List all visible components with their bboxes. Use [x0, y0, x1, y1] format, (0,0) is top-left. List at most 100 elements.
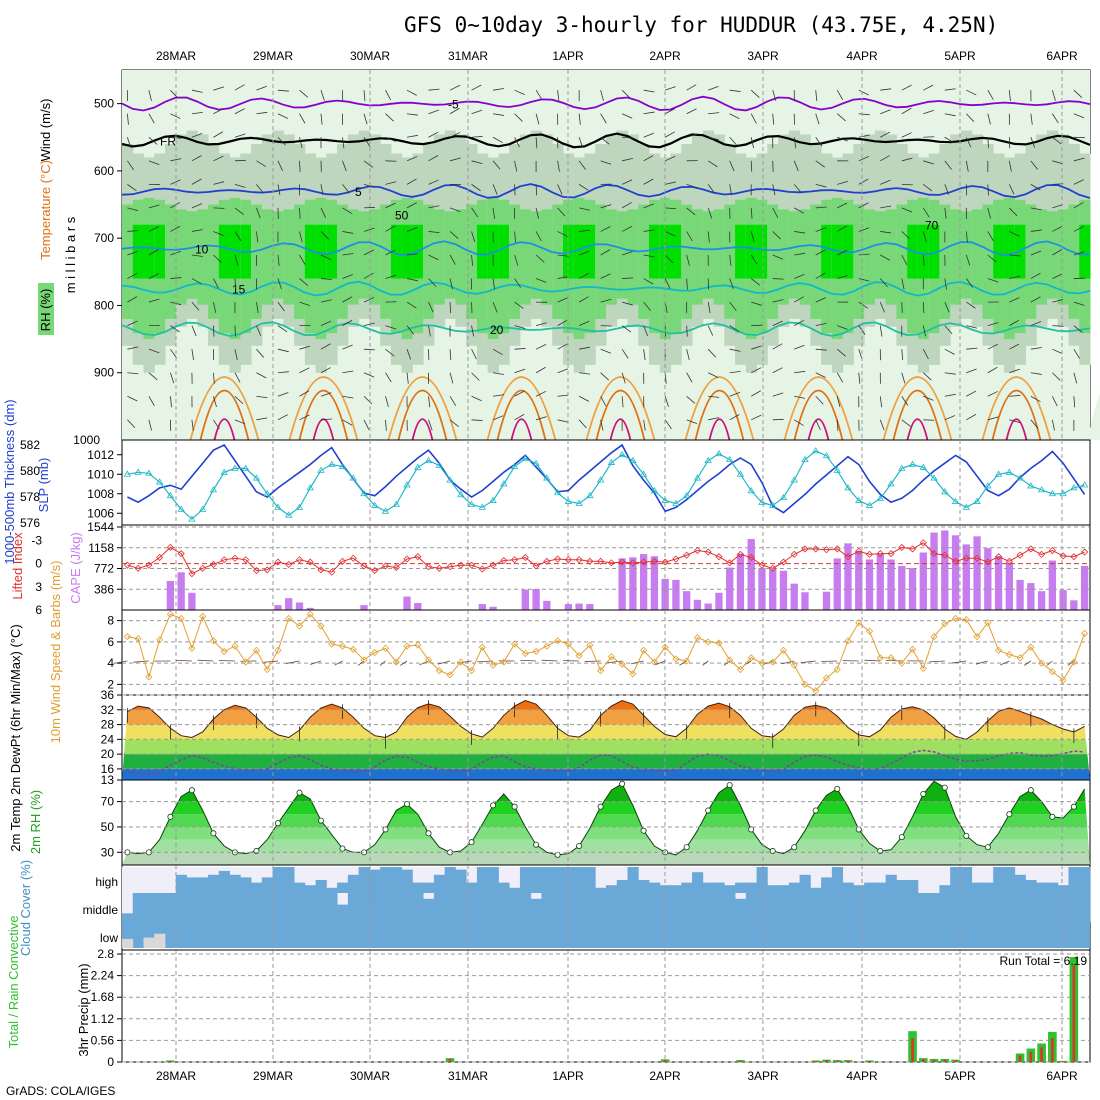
date-labels: 28MAR 28MAR 29MAR 29MAR 30MAR 30MAR 31MAR 31MAR…	[156, 49, 1078, 1083]
wind-speed-point	[274, 646, 282, 654]
wind-barb	[385, 181, 397, 185]
wind-barb	[363, 372, 375, 378]
wind-speed-point	[618, 660, 626, 668]
wind-barb	[579, 207, 590, 211]
wind-barb	[707, 184, 715, 194]
lifted-index-point	[252, 567, 261, 575]
wind-speed-point	[252, 646, 261, 654]
wind-barb	[836, 372, 844, 383]
wind-barb	[837, 249, 848, 256]
cloud-cell	[810, 893, 822, 922]
wind-barb	[901, 254, 908, 265]
wind-barb	[148, 90, 152, 101]
cloud-cell	[1003, 867, 1016, 893]
wind-barb	[1073, 226, 1084, 232]
lifted-index-point	[833, 545, 841, 553]
temperature-band	[122, 754, 1090, 769]
wind-barb	[385, 274, 397, 279]
wind-barb	[1009, 319, 1020, 326]
lifted-index-point	[865, 550, 874, 558]
wind-barb	[621, 348, 629, 359]
wind-barb	[836, 348, 846, 357]
slp-point	[392, 500, 400, 507]
cloud-cell	[950, 893, 962, 922]
slp-point	[510, 462, 519, 469]
wind-barb	[750, 113, 757, 124]
rh-point	[576, 842, 583, 849]
cloud-cell	[1003, 893, 1016, 922]
slp-point	[435, 461, 443, 468]
wind-barb	[600, 226, 611, 232]
wind-barb	[750, 137, 755, 149]
cloud-cell	[401, 869, 413, 893]
wind-speed-point	[371, 648, 379, 657]
lifted-index-point	[758, 561, 766, 569]
slp-point	[403, 481, 411, 488]
wind-barb	[664, 231, 676, 237]
wind-barb	[815, 206, 827, 209]
y-tick-label: 6	[107, 635, 114, 649]
slp-point	[790, 476, 798, 483]
lifted-index-point	[575, 556, 583, 564]
cape-bar	[726, 567, 734, 610]
rh-dry-patch	[493, 372, 550, 440]
wind-barb	[127, 160, 134, 171]
cloud-cell	[122, 938, 134, 948]
cape-bar	[295, 602, 304, 610]
wind-barb	[133, 660, 149, 663]
cloud-cell	[1046, 882, 1059, 893]
wind-barb	[858, 372, 861, 384]
wind-barb	[1009, 254, 1021, 257]
wind-barb	[664, 131, 675, 138]
wind-barb	[299, 207, 301, 219]
wind-barb	[901, 107, 912, 115]
wind-panel-frame	[121, 609, 1091, 696]
rh-point	[404, 801, 411, 808]
wind-barb	[772, 343, 783, 350]
wind-barb	[277, 136, 286, 146]
wind-barb	[191, 89, 203, 93]
wind-barb	[170, 89, 179, 99]
wind-barb	[1073, 157, 1085, 162]
wind-speed-point	[629, 670, 637, 678]
wind-barb	[750, 231, 755, 243]
wind-barb	[643, 155, 654, 162]
wind-barb	[363, 272, 374, 279]
wind-barb	[213, 302, 217, 313]
wind-barb	[170, 348, 178, 359]
wind-barb	[213, 254, 222, 263]
wind-barb	[320, 207, 327, 219]
cloud-cell	[724, 885, 736, 893]
wind-speed-point	[349, 645, 357, 653]
cloud-cell	[337, 882, 349, 893]
cloud-cell	[896, 893, 908, 922]
lifted-index-point	[726, 559, 734, 567]
wind-barb	[256, 136, 268, 140]
wind-barb	[127, 250, 138, 256]
lifted-index-point	[941, 551, 949, 559]
wind-barb	[234, 419, 246, 425]
wind-barb	[148, 419, 152, 431]
wind-barb	[922, 231, 927, 243]
slp-point	[887, 480, 895, 487]
wind-barb	[363, 227, 375, 232]
wind-barb	[643, 89, 655, 93]
lifted-index-point	[844, 553, 852, 561]
wind-barb	[148, 298, 160, 303]
wind-barb	[557, 276, 569, 279]
wind-barb	[1030, 272, 1041, 279]
wind-barb	[987, 231, 994, 242]
cloud-cell	[541, 867, 553, 893]
wind-barb	[342, 207, 353, 214]
lifted-index-point	[123, 561, 131, 569]
rh-band-moist	[122, 204, 134, 319]
wind-barb	[729, 370, 741, 374]
wind-barb	[578, 250, 590, 256]
rh-point	[877, 848, 884, 855]
slp-point	[1070, 484, 1078, 491]
wind-barb	[557, 297, 568, 303]
lifted-index-point	[1081, 548, 1089, 556]
wind-speed-point	[166, 610, 174, 618]
surface-temperature-contour	[609, 418, 632, 441]
wind-barb	[729, 348, 741, 352]
